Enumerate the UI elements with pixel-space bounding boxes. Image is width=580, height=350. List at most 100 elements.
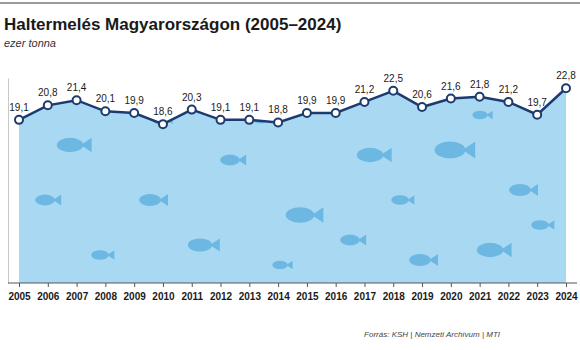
- x-tick-mark: [393, 283, 394, 287]
- fish-tail: [429, 254, 438, 266]
- marker: [332, 109, 340, 117]
- marker: [73, 96, 81, 104]
- top-border: [0, 2, 580, 4]
- x-tick-label: 2018: [383, 291, 406, 302]
- x-tick: 2024: [555, 283, 578, 302]
- fish-tail: [286, 261, 292, 269]
- data-label: 19,9: [124, 95, 144, 106]
- x-tick-label: 2013: [239, 291, 262, 302]
- data-label: 22,8: [556, 70, 576, 81]
- fish: [472, 111, 492, 119]
- x-axis: 2005200620072008200920102011201220132014…: [8, 283, 578, 302]
- marker: [476, 93, 484, 101]
- line: [19, 88, 566, 124]
- x-tick-label: 2017: [354, 291, 377, 302]
- fish: [91, 250, 114, 260]
- fish: [509, 184, 538, 196]
- fish-tail: [547, 220, 554, 230]
- data-labels: 19,120,821,420,119,918,620,319,119,118,8…: [9, 70, 576, 117]
- data-label: 18,8: [268, 104, 288, 115]
- data-label: 21,2: [499, 84, 519, 95]
- fish: [35, 195, 61, 206]
- chart: Haltermelés Magyarországon (2005–2024) ez…: [0, 0, 580, 350]
- x-tick-mark: [422, 283, 423, 287]
- marker: [217, 116, 225, 124]
- data-label: 20,8: [38, 87, 58, 98]
- fish: [357, 148, 392, 162]
- x-tick-mark: [221, 283, 222, 287]
- x-tick: 2016: [325, 283, 348, 302]
- marker: [101, 107, 109, 115]
- fish: [409, 254, 438, 266]
- x-tick-mark: [192, 283, 193, 287]
- x-tick-label: 2015: [296, 291, 319, 302]
- x-tick-label: 2008: [95, 291, 118, 302]
- x-tick: 2023: [527, 283, 550, 302]
- x-tick: 2017: [354, 283, 377, 302]
- fish-body: [272, 261, 287, 269]
- data-label: 21,6: [441, 81, 461, 92]
- data-label: 21,8: [470, 79, 490, 90]
- marker: [418, 103, 426, 111]
- x-axis-line: [8, 283, 577, 284]
- subtitle: ezer tonna: [4, 37, 56, 49]
- fish-tail: [529, 184, 538, 196]
- x-tick-mark: [480, 283, 481, 287]
- fish-body: [57, 138, 83, 152]
- x-tick-label: 2020: [440, 291, 463, 302]
- fish-body: [531, 220, 549, 230]
- fish-body: [91, 250, 109, 260]
- marker: [44, 101, 52, 109]
- x-tick: 2020: [440, 283, 463, 302]
- data-label: 22,5: [384, 73, 404, 84]
- data-label: 20,3: [182, 92, 202, 103]
- x-tick: 2015: [296, 283, 319, 302]
- x-tick: 2012: [210, 283, 233, 302]
- title: Haltermelés Magyarországon (2005–2024): [4, 15, 341, 34]
- marker: [303, 109, 311, 117]
- x-tick-label: 2014: [267, 291, 290, 302]
- x-tick-label: 2005: [8, 291, 31, 302]
- fish-tail: [486, 111, 492, 119]
- x-tick-mark: [537, 283, 538, 287]
- data-label: 19,7: [527, 97, 547, 108]
- marker: [447, 95, 455, 103]
- fish-tail: [381, 148, 392, 162]
- x-tick-label: 2022: [498, 291, 521, 302]
- marker: [159, 120, 167, 128]
- x-tick-mark: [249, 283, 250, 287]
- fish-body: [139, 194, 161, 206]
- fish: [139, 194, 168, 206]
- x-tick: 2018: [383, 283, 406, 302]
- data-label: 18,6: [153, 106, 173, 117]
- fish: [531, 220, 554, 230]
- fish-tail: [407, 195, 414, 205]
- x-tick: 2019: [411, 283, 434, 302]
- fish-tail: [210, 238, 220, 251]
- data-label: 19,1: [240, 102, 260, 113]
- x-tick-label: 2006: [37, 291, 60, 302]
- plot-area: [15, 84, 570, 283]
- x-tick: 2010: [152, 283, 175, 302]
- x-tick-mark: [566, 283, 567, 287]
- x-tick-mark: [307, 283, 308, 287]
- fish-tail: [501, 243, 512, 257]
- fish: [220, 155, 246, 166]
- source: Forrás: KSH | Nemzeti Archívum | MTI: [364, 330, 501, 339]
- fish-body: [188, 238, 212, 251]
- data-label: 19,9: [297, 95, 317, 106]
- x-tick: 2022: [498, 283, 521, 302]
- x-tick: 2014: [267, 283, 290, 302]
- x-tick: 2011: [181, 283, 203, 302]
- x-tick-label: 2016: [325, 291, 348, 302]
- fish-tail: [53, 195, 61, 206]
- marker: [15, 116, 23, 124]
- x-tick: 2005: [8, 283, 31, 302]
- fish-body: [35, 195, 55, 206]
- fish-body: [409, 254, 431, 266]
- fish-tail: [159, 194, 168, 206]
- x-tick-label: 2009: [124, 291, 147, 302]
- x-tick-label: 2012: [210, 291, 233, 302]
- fish-decoration: [35, 111, 554, 269]
- x-tick-label: 2019: [411, 291, 434, 302]
